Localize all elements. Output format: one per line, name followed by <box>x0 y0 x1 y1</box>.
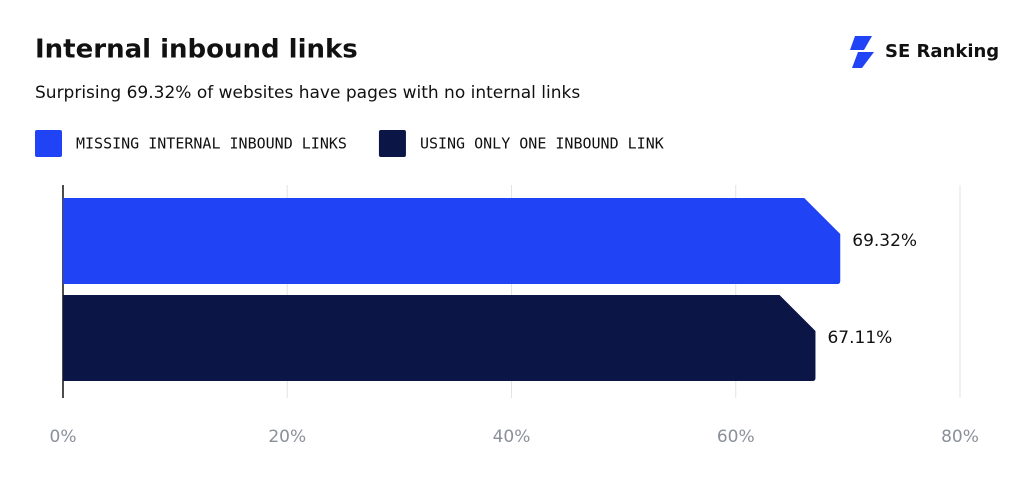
brand-name: SE Ranking <box>885 41 999 62</box>
x-tick-label: 80% <box>941 427 979 447</box>
logo-shape <box>852 52 874 68</box>
bar <box>63 198 841 284</box>
legend-swatch <box>35 130 62 157</box>
x-tick-label: 40% <box>493 427 531 447</box>
x-tick-label: 20% <box>268 427 306 447</box>
chart-title: Internal inbound links <box>35 35 358 65</box>
x-tick-label: 0% <box>50 427 77 447</box>
data-label: 69.32% <box>852 231 917 251</box>
brand-logo: SE Ranking <box>850 36 999 68</box>
logo-shape <box>850 36 872 50</box>
data-label: 67.11% <box>827 328 892 348</box>
legend-label: USING ONLY ONE INBOUND LINK <box>420 135 664 153</box>
bar <box>63 295 816 381</box>
chart-subtitle: Surprising 69.32% of websites have pages… <box>35 83 580 103</box>
legend-swatch <box>378 130 406 157</box>
x-tick-label: 60% <box>717 427 755 447</box>
legend-label: MISSING INTERNAL INBOUND LINKS <box>76 135 347 153</box>
